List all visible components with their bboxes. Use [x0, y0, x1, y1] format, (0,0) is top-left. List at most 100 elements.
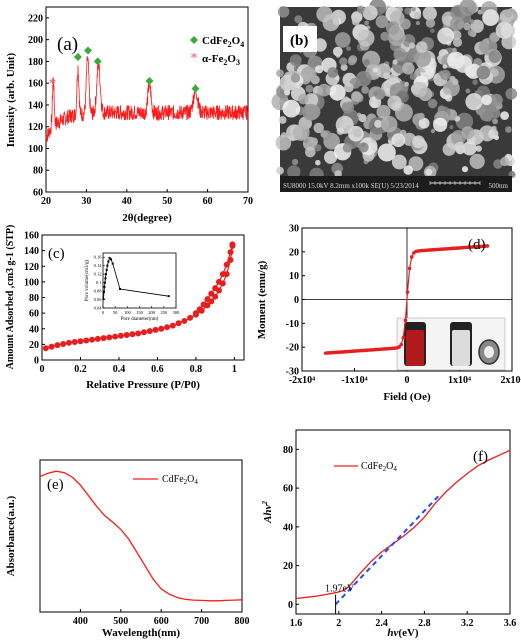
isotherm-point [42, 345, 49, 352]
inset-x-tick-label: 250 [160, 310, 168, 315]
vial-photo [396, 317, 506, 371]
inset-x-tick-label: 300 [173, 310, 181, 315]
pore-distribution-point [105, 268, 108, 271]
y-tick-label: 30 [289, 224, 299, 235]
panel-e-xlabel: Wavelength(nm) [102, 627, 181, 639]
panel-f-label: (f) [473, 449, 488, 465]
sem-particle [476, 65, 491, 80]
sem-particle [492, 118, 498, 125]
sem-particle [409, 73, 417, 80]
sem-particle [503, 9, 513, 18]
y-tick-label: 80 [29, 293, 39, 304]
sem-particle [391, 133, 406, 148]
sem-particle [469, 153, 485, 169]
sem-particle [314, 144, 322, 152]
x-tick-label: 1 [232, 364, 237, 375]
isotherm-point [77, 338, 84, 345]
y-tick-label: 20 [283, 561, 293, 572]
sem-particle [341, 101, 355, 114]
sem-particle [361, 86, 369, 94]
sem-particle [357, 5, 365, 14]
sem-particle [418, 117, 430, 129]
panel-e-ylabel: Absorbance(a.u.) [5, 495, 17, 576]
isotherm-point [204, 296, 211, 303]
sem-particle [302, 103, 319, 121]
sem-particle [372, 67, 378, 73]
sem-particle [305, 84, 314, 93]
sem-particle [408, 156, 424, 172]
panel-d-data [323, 244, 490, 355]
sem-particle [408, 42, 415, 49]
sem-particle [388, 73, 399, 83]
pore-distribution-point [102, 298, 105, 301]
panel-f-xlabel: hν(eV) [387, 627, 418, 639]
sem-particle [358, 114, 367, 123]
x-tick-label: 0 [40, 364, 45, 375]
isotherm-point [223, 261, 230, 268]
sem-particle [495, 21, 513, 39]
panel-a-data: * [45, 46, 249, 143]
sem-particle [418, 87, 433, 102]
y-tick-label: 80 [283, 445, 293, 456]
isotherm-point [158, 325, 165, 332]
sem-info-bar [280, 176, 512, 192]
sem-particle [452, 37, 463, 48]
sem-particle [415, 21, 420, 26]
sem-particle [490, 93, 503, 107]
panel-e-label: (e) [47, 477, 64, 493]
y-tick-label: -10 [286, 319, 299, 330]
sem-particle [452, 47, 457, 53]
y-tick-label: 180 [28, 57, 43, 68]
sem-particle [298, 93, 309, 105]
sem-particle [399, 18, 411, 30]
sem-particle [283, 79, 296, 91]
sem-particle [392, 59, 398, 65]
panel-a-label: (a) [57, 34, 78, 55]
panel-b-label-box [283, 26, 317, 52]
isotherm-point [129, 331, 136, 338]
x-tick-label: 50 [162, 196, 172, 207]
sem-particle [386, 21, 400, 35]
inset-y-tick-label: 0.1 [96, 280, 102, 285]
y-tick-label: 40 [29, 324, 39, 335]
sem-particle [404, 7, 412, 15]
panel-d-xlabel: Field (Oe) [383, 391, 431, 403]
y-tick-label: 120 [24, 262, 39, 273]
sem-particle [289, 54, 302, 67]
x-tick-label: 1.6 [290, 618, 303, 629]
sem-particle [440, 69, 451, 81]
sem-scale-bar [429, 181, 481, 185]
inset-y-tick-label: 0.06 [94, 297, 103, 302]
isotherm-point [208, 290, 215, 297]
panel-f-data: 1.97eV [295, 449, 511, 614]
sem-particle [315, 159, 321, 166]
sem-particle [475, 145, 482, 152]
inset-x-tick-label: 100 [124, 310, 132, 315]
y-tick-label: 0 [294, 295, 299, 306]
sem-particle [425, 18, 436, 28]
sem-particle [362, 5, 378, 21]
sem-particle [276, 69, 284, 78]
sem-particle [452, 78, 459, 86]
pore-distribution-point [104, 277, 107, 280]
x-tick-label: 0 [405, 375, 410, 386]
x-tick-label: 600 [154, 616, 169, 627]
sem-info-text: SU8000 15.0kV 8.2mm x100k SE(U) 5/23/201… [283, 182, 419, 190]
x-tick-label: 0.8 [190, 364, 203, 375]
sem-particle [355, 71, 372, 87]
y-tick-label: 140 [24, 246, 39, 257]
sem-particle [416, 41, 428, 53]
pore-distribution-point [108, 257, 111, 260]
x-tick-label: 1x10⁴ [448, 375, 471, 386]
legend-diamond-icon [190, 36, 198, 44]
sem-particle [430, 128, 436, 134]
panel-e-legend-label: CdFe2O4 [162, 474, 198, 486]
sem-particle [450, 16, 465, 31]
fe2o3-peak-marker-icon: * [49, 76, 57, 92]
y-tick-label: 10 [289, 271, 299, 282]
sem-particle [305, 146, 316, 158]
sem-scale-text: 500nm [489, 182, 509, 190]
sem-particle [340, 63, 348, 71]
sem-particle [422, 6, 437, 21]
